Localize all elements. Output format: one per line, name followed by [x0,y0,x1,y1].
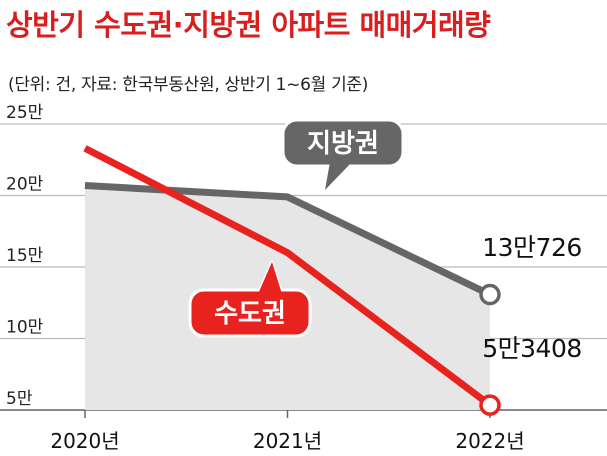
callout-local: 지방권 [281,118,405,192]
callout-capital: 수도권 [188,260,312,338]
end-value-label-capital: 5만3408 [482,334,582,363]
x-tick-label: 2022년 [455,429,524,453]
series-line-capital [83,145,493,408]
y-tick-label: 10만 [6,318,44,338]
y-tick-label: 25만 [6,103,44,123]
data-point-local-end [479,283,501,306]
callout-label: 지방권 [307,129,379,159]
y-tick-label: 20만 [6,175,44,195]
callout-tail-fill [258,262,282,294]
x-tick-label: 2020년 [50,429,119,453]
chart-title: 상반기 수도권·지방권 아파트 매매거래량 [6,8,491,42]
y-tick-label: 15만 [6,246,44,266]
series-line-local [84,181,492,298]
end-value-label-local: 13만726 [482,233,582,262]
x-tick-label: 2021년 [253,429,322,453]
callout-box [188,288,312,338]
y-tick-label: 5만 [6,389,33,409]
chart-subtitle: (단위: 건, 자료: 한국부동산원, 상반기 1~6월 기준) [8,75,369,95]
callout-label: 수도권 [214,299,286,329]
data-point-capital-end [479,394,501,416]
callout-tail-fill [325,162,352,190]
